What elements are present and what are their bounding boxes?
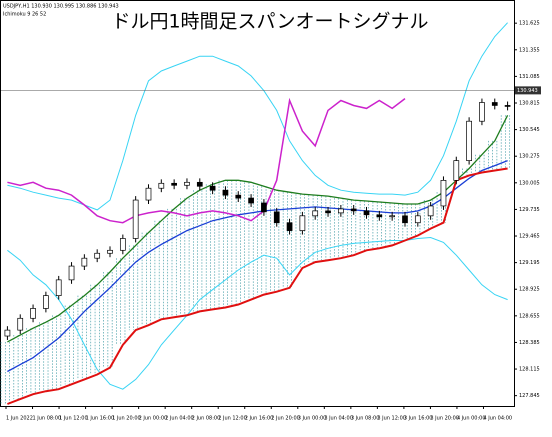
last-price-box (515, 86, 541, 95)
y-tick-label: 128.385 (519, 340, 540, 346)
candle-body (235, 194, 242, 199)
candle-body (389, 215, 396, 218)
candle-body (491, 102, 498, 106)
candle-body (158, 182, 165, 189)
last-price-label: 130.943 (517, 88, 538, 94)
candle-body (132, 199, 139, 239)
candle-body (479, 102, 485, 122)
candle-body (68, 265, 75, 281)
candle-body (55, 279, 62, 296)
y-tick-label: 130.275 (519, 154, 540, 160)
candle-body (440, 179, 447, 207)
candle-body (30, 308, 36, 319)
candle-body (43, 295, 49, 309)
plot-frame (0, 0, 515, 407)
chart-title: ドル円1時間足スパンオートシグナル (111, 11, 428, 33)
candle-body (81, 257, 88, 267)
x-tick-label: 3 Jun 08:00 (351, 416, 380, 422)
candle-body (299, 215, 306, 231)
y-tick-label: 128.925 (519, 287, 540, 293)
x-tick-label: 3 Jun 04:00 (324, 416, 353, 422)
x-tick-label: 1 Jun 16:00 (86, 416, 115, 422)
subheader: Ichimoku 9 26 52 (3, 12, 46, 18)
candle-body (107, 249, 113, 254)
candle-body (376, 214, 383, 218)
candle-body (325, 210, 331, 214)
y-tick-label: 128.115 (519, 367, 540, 373)
y-tick-label: 131.355 (519, 47, 540, 53)
candle-body (209, 185, 216, 191)
y-tick-label: 130.005 (519, 180, 540, 186)
x-tick-label: 3 Jun 12:00 (377, 416, 406, 422)
x-tick-label: 2 Jun 04:00 (165, 416, 194, 422)
indicator-line (7, 159, 508, 373)
candle-body (338, 208, 344, 214)
indicator-line (7, 22, 508, 211)
x-tick-label: 2 Jun 16:00 (245, 416, 274, 422)
y-tick-label: 130.545 (519, 127, 540, 133)
candle-body (196, 181, 203, 187)
candle-body (414, 215, 421, 224)
x-tick-label: 1 Jun 08:00 (33, 416, 62, 422)
candle-body (466, 120, 472, 161)
y-tick-label: 129.465 (519, 234, 540, 240)
candle-body (427, 205, 434, 217)
indicator-line (7, 115, 509, 343)
candle-body (145, 187, 152, 201)
x-tick-label: 3 Jun 20:00 (430, 416, 459, 422)
candle-body (504, 105, 511, 107)
x-tick-label: 1 Jun 20:00 (112, 416, 141, 422)
x-tick-label: 3 Jun 16:00 (404, 416, 433, 422)
indicator-line (7, 97, 406, 224)
candle-body (261, 202, 267, 213)
y-tick-label: 130.815 (519, 100, 540, 106)
indicator-line (7, 236, 508, 390)
x-tick-label: 1 Jun 2022 (6, 416, 33, 422)
candle-body (94, 252, 101, 259)
candle-body (248, 197, 254, 204)
candle-body (453, 160, 460, 181)
y-tick-label: 127.845 (519, 393, 540, 399)
x-tick-label: 1 Jun 12:00 (59, 416, 88, 422)
candle-body (402, 215, 408, 224)
candle-body (4, 329, 11, 337)
candle-body (17, 317, 24, 331)
x-tick-label: 2 Jun 00:00 (139, 416, 168, 422)
plot-area (0, 22, 514, 405)
candle-body (286, 222, 293, 231)
x-tick-label: 3 Jun 00:00 (298, 416, 327, 422)
candle-body (273, 211, 280, 224)
x-tick-label: 4 Jun 00:00 (457, 416, 486, 422)
y-tick-label: 131.085 (519, 74, 540, 80)
y-tick-label: 129.195 (519, 260, 540, 266)
candle-body (119, 238, 126, 251)
x-tick-label: 4 Jun 04:00 (483, 416, 512, 422)
candle-body (363, 210, 370, 216)
header: USDJPY,H1 130.930 130.995 130.886 130.94… (3, 4, 119, 10)
x-tick-label: 2 Jun 08:00 (192, 416, 221, 422)
candle-body (350, 208, 357, 212)
x-tick-label: 2 Jun 20:00 (271, 416, 300, 422)
indicator-line (7, 167, 508, 405)
y-tick-label: 131.625 (519, 21, 540, 27)
x-tick-label: 2 Jun 12:00 (218, 416, 247, 422)
y-tick-label: 128.655 (519, 313, 540, 319)
candle-body (171, 182, 177, 186)
candle-body (312, 210, 319, 217)
candle-body (184, 181, 190, 186)
candle-body (222, 189, 229, 196)
y-tick-label: 129.735 (519, 207, 540, 213)
